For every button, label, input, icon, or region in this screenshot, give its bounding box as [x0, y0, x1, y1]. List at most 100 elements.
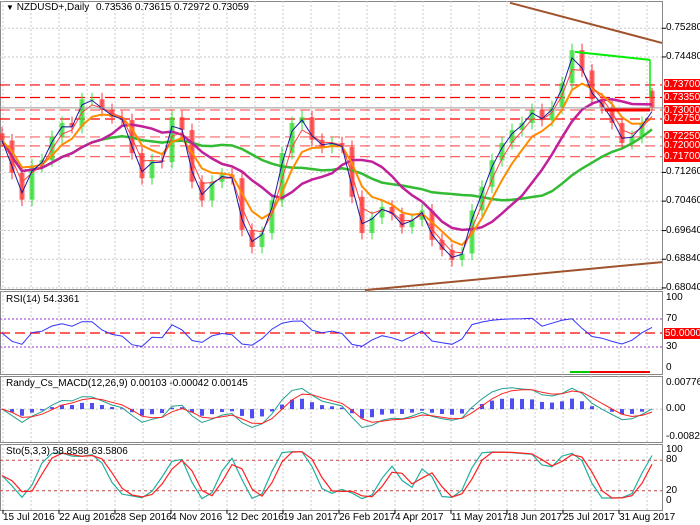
- candle-body: [189, 130, 195, 182]
- macd-histogram-bar: [340, 407, 344, 410]
- stoch-d-line: [1, 451, 653, 499]
- candle-body: [239, 178, 245, 230]
- level-price-label: 0.71700: [664, 151, 700, 163]
- macd-histogram-bar: [630, 409, 634, 414]
- chart-header: ▼ NZDUSD+,Daily 0.73536 0.73615 0.72972 …: [6, 2, 249, 13]
- macd-histogram-bar: [590, 406, 594, 410]
- macd-histogram-bar: [260, 409, 264, 417]
- macd-histogram-bar: [620, 409, 624, 415]
- macd-histogram-bar: [520, 399, 524, 410]
- triangle-down-icon[interactable]: ▼: [6, 3, 14, 12]
- macd-histogram-bar: [10, 409, 14, 413]
- candle-body: [389, 206, 395, 215]
- stoch-k-line: [1, 451, 653, 500]
- candle-body: [369, 217, 375, 234]
- x-tick-label: 12 Dec 2016: [227, 512, 284, 523]
- candle-body: [89, 99, 95, 101]
- stoch-label: Sto(5,3,3) 58.8588 63.5806: [6, 446, 128, 457]
- rsi-line: [1, 317, 653, 348]
- macd-histogram-bar: [550, 402, 554, 410]
- macd-histogram-bar: [560, 401, 564, 410]
- macd-histogram-bar: [440, 409, 444, 414]
- ma-red-line: [1, 69, 653, 254]
- macd-histogram-bar: [410, 409, 414, 413]
- candle-body: [479, 186, 485, 211]
- panel-border-3: [0, 444, 663, 511]
- macd-histogram-bar: [30, 409, 34, 413]
- trendline-upper-resistance: [509, 1, 663, 44]
- x-tick-label: 22 Aug 2016: [59, 512, 116, 523]
- macd-histogram-bar: [570, 398, 574, 410]
- macd-histogram-bar: [480, 403, 484, 410]
- candle-body: [329, 143, 335, 147]
- candle-body: [429, 210, 435, 240]
- candle-body: [349, 146, 355, 197]
- candle-body: [279, 153, 285, 201]
- macd-histogram-bar: [290, 399, 294, 410]
- candle-body: [209, 181, 215, 201]
- candle-body: [309, 117, 315, 140]
- macd-histogram-bar: [430, 409, 434, 413]
- candle-body: [359, 196, 365, 234]
- macd-histogram-bar: [390, 409, 394, 414]
- candle-body: [629, 136, 635, 144]
- level-price-label: 0.73000: [664, 104, 700, 116]
- macd-histogram-bar: [470, 408, 474, 410]
- ma-magenta-line: [0, 98, 653, 232]
- macd-tick-label: -0.00829: [666, 431, 700, 442]
- candle-body: [639, 122, 645, 137]
- macd-signal-line: [1, 389, 653, 425]
- price-tick-label: 0.69640: [666, 224, 700, 236]
- candle-body: [529, 110, 535, 123]
- x-tick-label: 25 Jul 2017: [563, 512, 615, 523]
- candle-body: [179, 117, 185, 131]
- macd-histogram-bar: [460, 409, 464, 414]
- macd-histogram-bar: [100, 405, 104, 410]
- price-tick-label: 0.71260: [666, 166, 700, 178]
- candle-body: [139, 153, 145, 179]
- macd-tick-label: 0.00: [666, 403, 686, 415]
- x-tick-label: 26 Feb 2017: [339, 512, 396, 523]
- x-tick-label: 15 Jul 2016: [3, 512, 55, 523]
- candle-body: [319, 139, 325, 147]
- macd-histogram-bar: [490, 400, 494, 410]
- price-tick-label: 0.70460: [666, 195, 700, 207]
- macd-histogram-bar: [350, 409, 354, 414]
- macd-histogram-bar: [540, 401, 544, 410]
- macd-histogram-bar: [70, 405, 74, 410]
- x-tick-label: 31 Aug 2017: [619, 512, 676, 523]
- ma-orange-line: [1, 82, 653, 247]
- candle-body: [249, 229, 255, 248]
- macd-histogram-bar: [400, 409, 404, 414]
- level-price-label: 0.72250: [664, 131, 700, 143]
- macd-histogram-bar: [200, 409, 204, 416]
- macd-histogram-bar: [170, 407, 174, 410]
- macd-histogram-bar: [110, 407, 114, 410]
- x-tick-label: 18 Jun 2017: [507, 512, 563, 523]
- macd-histogram-bar: [530, 399, 534, 410]
- level-price-label: 0.73350: [664, 91, 700, 103]
- price-tick-label: 0.68840: [666, 253, 700, 265]
- candle-body: [99, 99, 105, 111]
- candle-body: [499, 143, 505, 161]
- candle-body: [609, 107, 615, 123]
- macd-histogram-bar: [210, 409, 214, 415]
- macd-histogram-bar: [80, 402, 84, 410]
- candle-body: [259, 233, 265, 248]
- stoch-tick-label: 20: [666, 484, 678, 496]
- macd-histogram-bar: [300, 398, 304, 410]
- macd-histogram-bar: [220, 409, 224, 413]
- ma-fast-line: [1, 56, 653, 258]
- macd-label: Randy_Cs_MACD(12,26,9) 0.00103 -0.00042 …: [6, 378, 248, 389]
- x-tick-label: 11 May 2017: [451, 512, 509, 523]
- macd-histogram-bar: [510, 398, 514, 410]
- macd-histogram-bar: [370, 409, 374, 418]
- candle-body: [589, 70, 595, 100]
- level-price-label: 0.72750: [664, 113, 700, 125]
- candle-body: [29, 165, 35, 200]
- candle-body: [579, 50, 585, 71]
- candle-body: [569, 50, 575, 84]
- ma-green-line: [0, 128, 653, 202]
- candle-body: [379, 206, 385, 218]
